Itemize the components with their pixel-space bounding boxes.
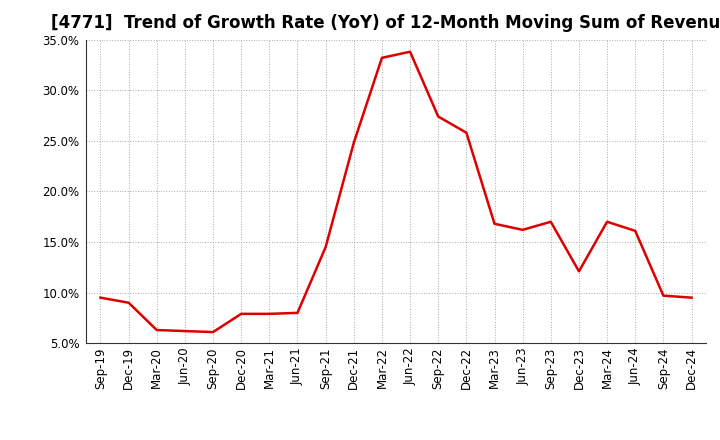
Title: [4771]  Trend of Growth Rate (YoY) of 12-Month Moving Sum of Revenues: [4771] Trend of Growth Rate (YoY) of 12-…	[50, 15, 720, 33]
